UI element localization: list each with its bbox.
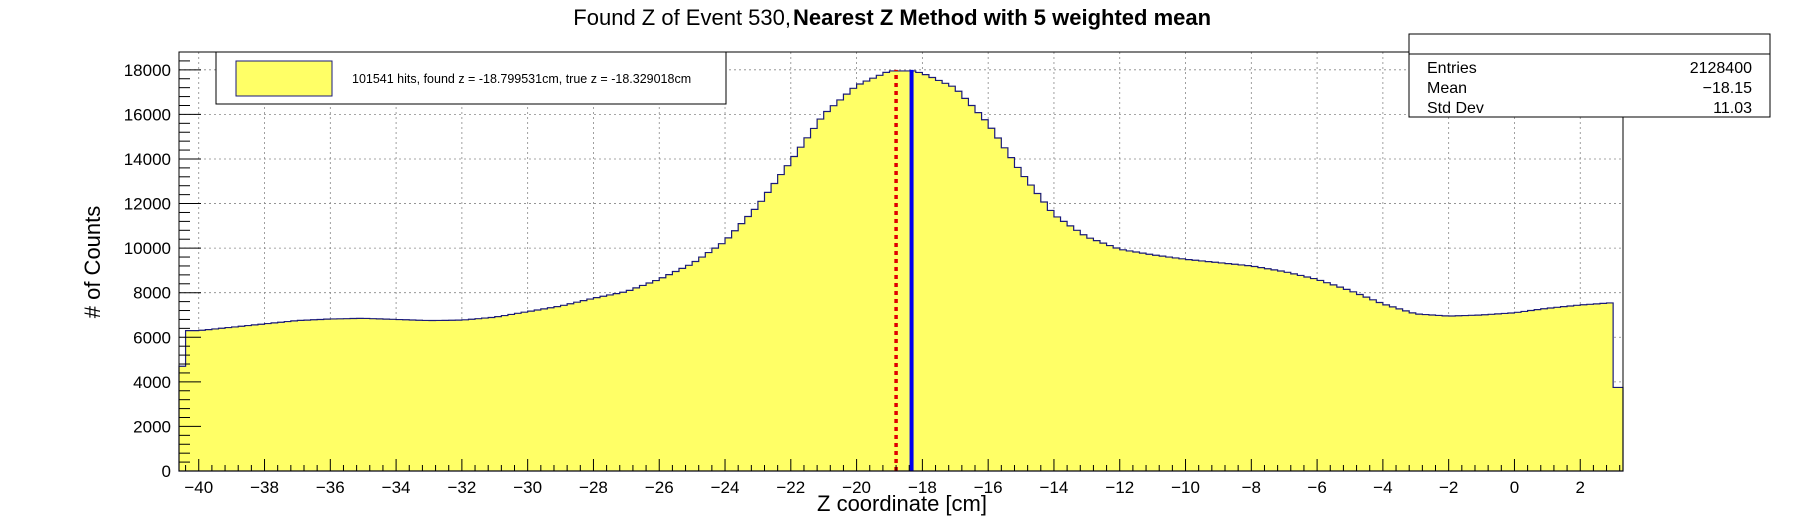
stats-frame [1408, 33, 1771, 118]
x-tick-label: −26 [645, 478, 674, 497]
x-tick-label: −2 [1439, 478, 1458, 497]
y-tick-label: 14000 [124, 150, 171, 169]
x-tick-label: 0 [1510, 478, 1519, 497]
x-tick-label: −40 [184, 478, 213, 497]
y-axis-title: # of Counts [80, 206, 105, 319]
y-tick-label: 8000 [133, 284, 171, 303]
x-axis-title: Z coordinate [cm] [817, 491, 987, 516]
x-axis-ticks: −40 −38 −36 −34 −32 −30 −28 −26 −24 −22 −20 −18 −16−… [184, 459, 1621, 497]
y-tick-label: 0 [162, 462, 171, 481]
x-tick-label: −38 [250, 478, 279, 497]
stats-entries-label: Entries [1427, 60, 1477, 77]
stats-stddev-label: Std Dev [1427, 100, 1484, 117]
x-tick-label: −20 [842, 478, 871, 497]
x-tick-label: −34 [382, 478, 411, 497]
x-tick-label: −16 [974, 478, 1003, 497]
x-tick-label: 2 [1576, 478, 1585, 497]
z-markers [894, 69, 914, 471]
y-tick-label: 2000 [133, 417, 171, 436]
y-tick-label: 12000 [124, 195, 171, 214]
x-tick-label: −36 [316, 478, 345, 497]
plot-frame [178, 51, 1624, 472]
stats-box: Entries 2128400 Mean −18.15 Std Dev 11.0… [1408, 33, 1771, 118]
histogram-bars [178, 70, 1624, 472]
histogram-series [178, 70, 1624, 472]
legend-label: 101541 hits, found z = -18.799531cm, tru… [352, 72, 691, 86]
chart-title-method: Nearest Z Method with 5 weighted mean [793, 5, 1211, 30]
y-axis-ticks: 0 2000 4000 6000 8000 10000 12000 14000 16000 180… [124, 51, 201, 481]
stats-mean-label: Mean [1427, 80, 1467, 97]
x-tick-label: −18 [908, 478, 937, 497]
x-tick-label: −24 [711, 478, 740, 497]
y-tick-label: 4000 [133, 373, 171, 392]
legend: 101541 hits, found z = -18.799531cm, tru… [215, 51, 727, 105]
x-tick-label: −4 [1373, 478, 1392, 497]
x-tick-label: −14 [1040, 478, 1069, 497]
legend-swatch [235, 60, 333, 97]
y-tick-label: 10000 [124, 239, 171, 258]
stats-entries-value: 2128400 [1690, 60, 1752, 77]
x-tick-label: −6 [1307, 478, 1326, 497]
x-tick-label: −28 [579, 478, 608, 497]
chart-title-prefix: Found Z of Event 530, [573, 5, 791, 30]
y-tick-label: 16000 [124, 105, 171, 124]
x-tick-label: −10 [1171, 478, 1200, 497]
y-tick-label: 6000 [133, 328, 171, 347]
x-tick-label: −12 [1105, 478, 1134, 497]
x-tick-label: −8 [1242, 478, 1261, 497]
x-tick-label: −30 [513, 478, 542, 497]
stats-stddev-value: 11.03 [1713, 100, 1752, 117]
x-tick-label: −32 [447, 478, 476, 497]
y-tick-label: 18000 [124, 61, 171, 80]
x-tick-label: −22 [776, 478, 805, 497]
stats-mean-value: −18.15 [1703, 80, 1752, 97]
